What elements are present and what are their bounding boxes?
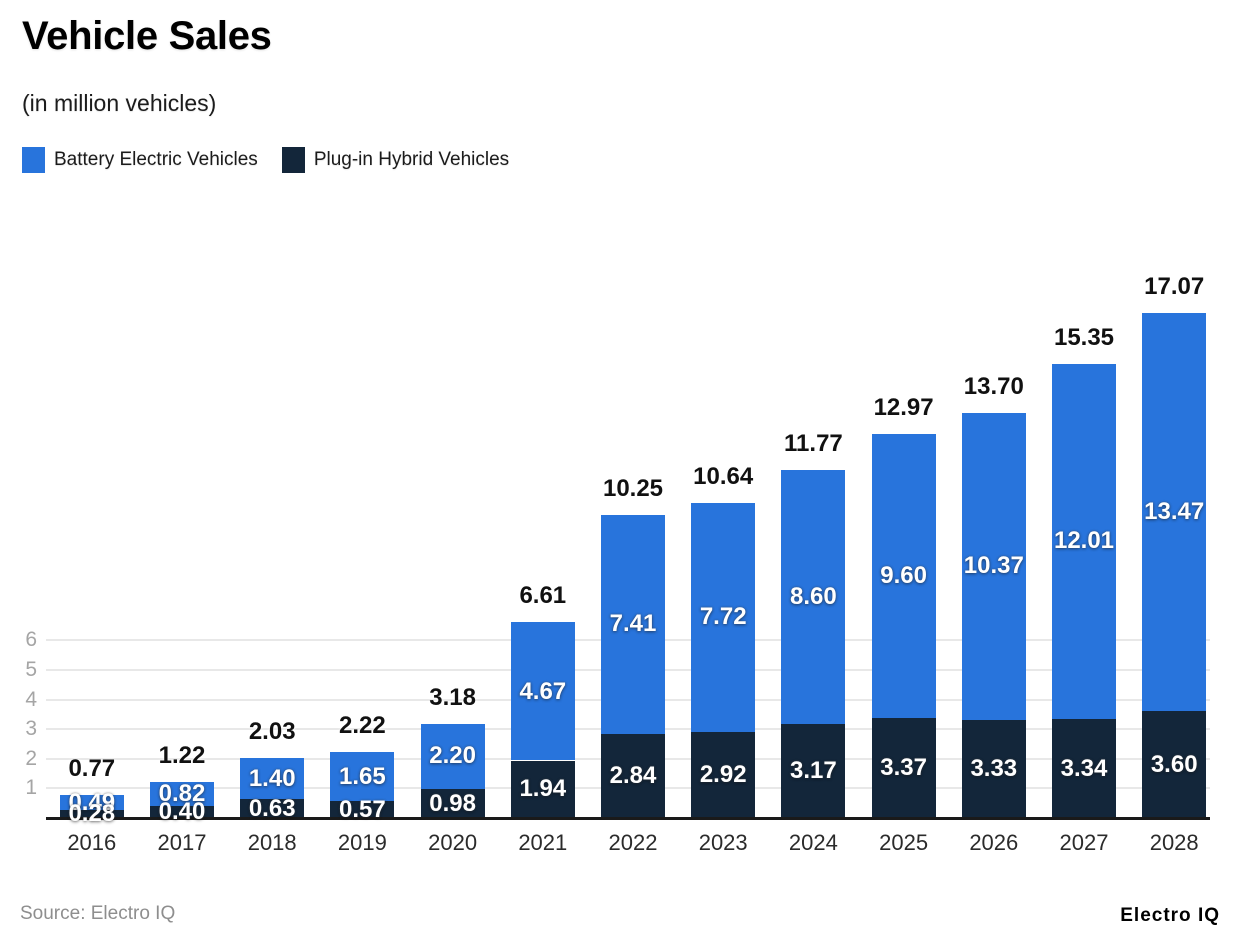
bar-segment-phev-2018: [240, 799, 305, 818]
value-label-bev-2027: 12.01: [1053, 527, 1115, 555]
bar-segment-phev-2027: [1052, 719, 1116, 818]
total-label-2024: 11.77: [784, 429, 843, 457]
total-label-2017: 1.22: [158, 741, 206, 769]
value-label-phev-2019: 0.57: [339, 795, 386, 823]
x-tick-label-2024: 2024: [788, 830, 838, 855]
x-tick-label-2025: 2025: [879, 830, 929, 855]
total-label-2023: 10.64: [693, 463, 754, 491]
value-label-phev-2023: 2.92: [699, 760, 747, 788]
value-label-bev-2021: 4.67: [519, 677, 567, 705]
bar-segment-bev-2026: [961, 412, 1026, 720]
total-label-2019: 2.22: [339, 712, 386, 740]
y-tick-label-1: 1: [25, 776, 37, 800]
bar-segment-bev-2020: [420, 723, 485, 789]
x-tick-label-2016: 2016: [67, 830, 117, 855]
total-label-2016: 0.77: [68, 755, 116, 783]
total-label-2025: 12.97: [873, 394, 934, 422]
bar-segment-phev-2022: [601, 733, 665, 818]
value-label-bev-2018: 1.40: [248, 764, 296, 792]
legend: Battery Electric Vehicles Plug-in Hybrid…: [22, 147, 509, 173]
bar-segment-bev-2019: [330, 752, 395, 802]
legend-item-bev: Battery Electric Vehicles: [22, 147, 258, 173]
chart-subtitle: (in million vehicles): [22, 90, 217, 116]
value-label-phev-2024: 3.17: [790, 757, 837, 785]
bar-segment-phev-2024: [781, 724, 846, 818]
legend-label-bev: Battery Electric Vehicles: [54, 149, 258, 170]
x-tick-label-2026: 2026: [969, 830, 1019, 855]
bar-segment-bev-2023: [691, 503, 756, 732]
total-label-2027: 15.35: [1053, 323, 1115, 351]
value-label-bev-2016: 0.49: [68, 788, 116, 816]
bar-segment-phev-2020: [420, 789, 485, 818]
value-label-bev-2017: 0.82: [158, 780, 206, 807]
value-label-bev-2019: 1.65: [339, 762, 386, 790]
x-tick-label-2022: 2022: [608, 830, 658, 855]
legend-item-phev: Plug-in Hybrid Vehicles: [281, 147, 510, 173]
bar-segment-bev-2021: [510, 622, 575, 761]
value-label-phev-2017: 0.40: [158, 798, 206, 826]
value-label-phev-2028: 3.60: [1150, 750, 1198, 778]
value-label-phev-2020: 0.98: [429, 789, 476, 817]
value-label-bev-2020: 2.20: [429, 742, 476, 770]
value-label-phev-2022: 2.84: [609, 762, 657, 789]
y-tick-label-4: 4: [25, 687, 37, 711]
bar-segment-bev-2016: [59, 795, 124, 810]
y-tick-label-5: 5: [25, 658, 37, 681]
y-tick-label-3: 3: [25, 717, 37, 741]
bar-segment-phev-2016: [59, 809, 124, 818]
x-axis-line: [46, 817, 1210, 820]
bar-segment-phev-2017: [150, 806, 214, 818]
bar-segment-phev-2019: [330, 801, 395, 818]
bar-segment-bev-2025: [871, 434, 936, 719]
total-label-2020: 3.18: [429, 683, 476, 711]
bar-segment-bev-2028: [1142, 312, 1207, 712]
y-tick-label-2: 2: [25, 746, 37, 770]
bar-segment-phev-2025: [871, 718, 936, 818]
total-label-2026: 13.70: [963, 372, 1024, 400]
bar-segment-bev-2027: [1052, 363, 1116, 720]
total-label-2018: 2.03: [248, 717, 296, 745]
total-label-2028: 17.07: [1144, 272, 1205, 300]
x-tick-label-2021: 2021: [518, 830, 568, 855]
x-tick-label-2023: 2023: [698, 830, 748, 855]
total-label-2022: 10.25: [602, 474, 664, 502]
bar-segment-bev-2024: [781, 469, 846, 725]
value-label-bev-2026: 10.37: [963, 552, 1024, 579]
x-tick-label-2020: 2020: [428, 830, 478, 855]
total-label-2021: 6.61: [519, 582, 567, 610]
value-label-bev-2028: 13.47: [1144, 498, 1205, 526]
bar-segment-phev-2023: [691, 731, 756, 818]
bev-swatch: [22, 147, 45, 173]
value-label-phev-2025: 3.37: [880, 754, 927, 782]
bar-segment-bev-2022: [601, 514, 665, 734]
value-label-phev-2016: 0.28: [68, 799, 116, 827]
bar-segment-bev-2017: [150, 781, 214, 807]
x-tick-label-2018: 2018: [247, 830, 297, 855]
chart-title: Vehicle Sales: [22, 14, 272, 58]
value-label-phev-2027: 3.34: [1060, 754, 1108, 782]
value-label-bev-2022: 7.41: [609, 610, 657, 638]
value-label-phev-2018: 0.63: [248, 794, 296, 822]
brand-logo: Electro IQ: [1120, 905, 1220, 926]
x-tick-label-2017: 2017: [157, 830, 207, 855]
legend-label-phev: Plug-in Hybrid Vehicles: [313, 149, 510, 170]
bar-segment-phev-2026: [961, 719, 1026, 818]
x-tick-label-2019: 2019: [337, 830, 387, 855]
value-label-phev-2026: 3.33: [970, 754, 1018, 782]
source-note: Source: Electro IQ: [20, 903, 176, 924]
phev-swatch: [281, 147, 305, 173]
x-tick-label-2028: 2028: [1149, 830, 1199, 855]
bar-segment-phev-2021: [510, 760, 575, 818]
value-label-bev-2024: 8.60: [790, 582, 837, 610]
value-label-phev-2021: 1.94: [519, 775, 567, 803]
x-tick-label-2027: 2027: [1059, 830, 1109, 855]
y-tick-label-6: 6: [25, 628, 37, 652]
bar-segment-phev-2028: [1142, 711, 1207, 818]
value-label-bev-2023: 7.72: [699, 603, 747, 631]
bar-segment-bev-2018: [240, 757, 305, 800]
value-label-bev-2025: 9.60: [880, 562, 927, 590]
